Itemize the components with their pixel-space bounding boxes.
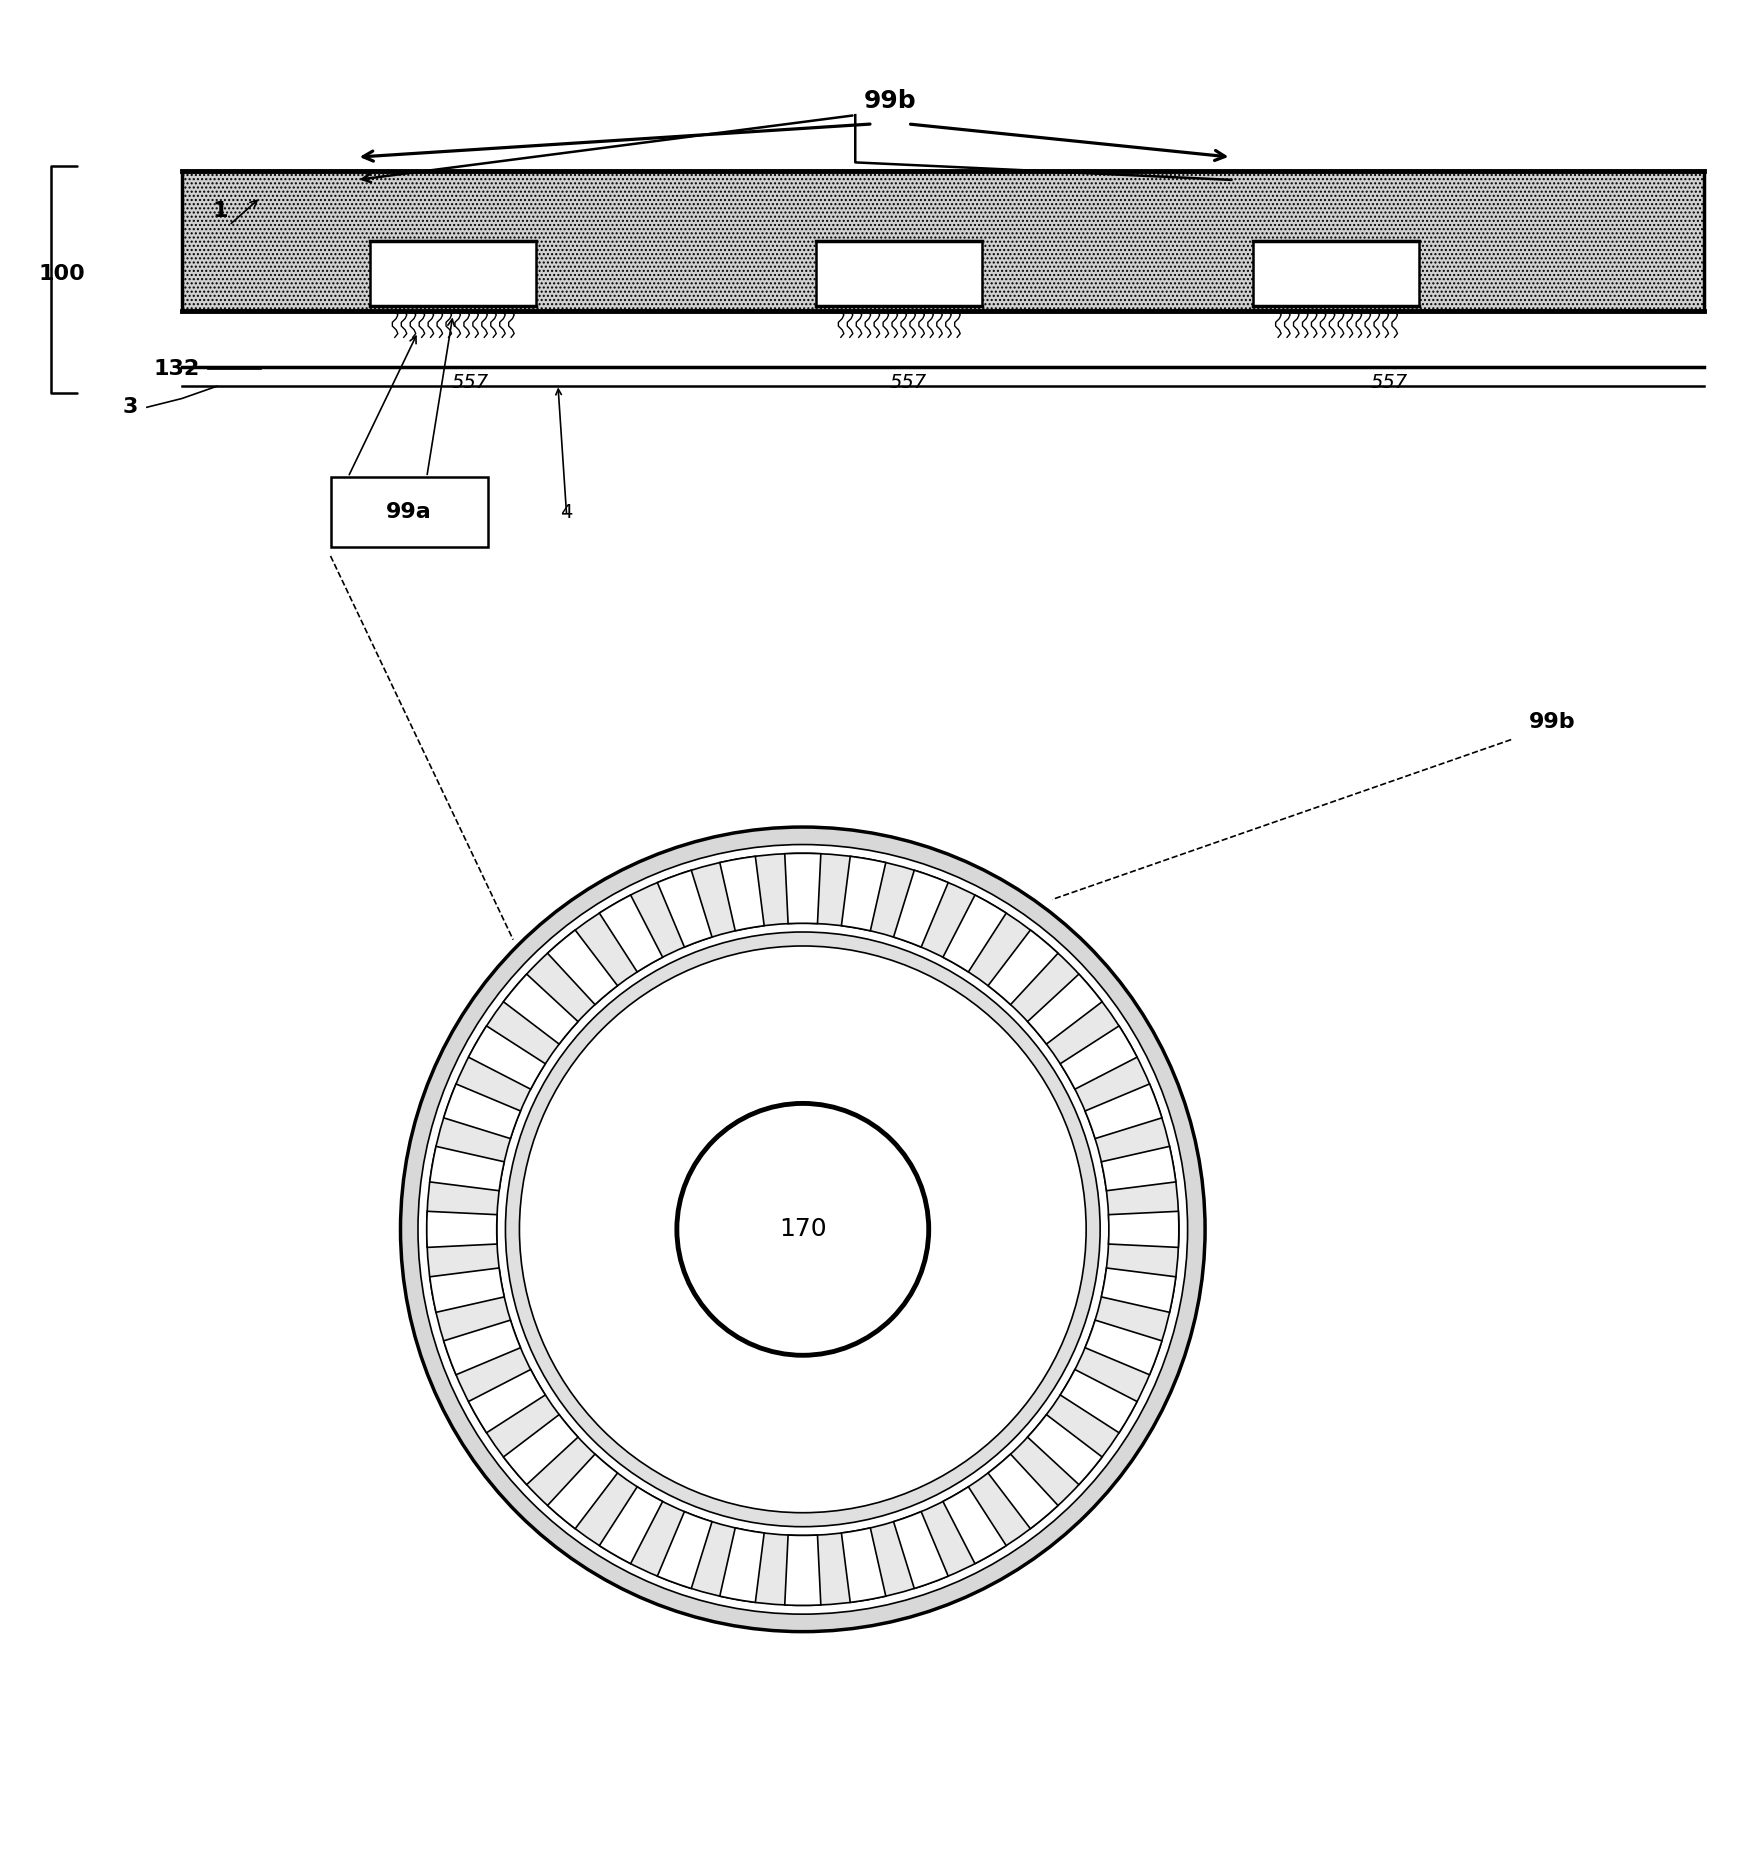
Polygon shape [785, 854, 822, 923]
Polygon shape [599, 1487, 663, 1564]
Polygon shape [719, 856, 763, 930]
Polygon shape [719, 1528, 763, 1603]
Text: 557: 557 [889, 373, 926, 391]
Polygon shape [943, 895, 1007, 971]
Text: 132: 132 [153, 358, 199, 378]
Circle shape [506, 932, 1100, 1527]
Circle shape [677, 1103, 929, 1355]
Text: 170: 170 [779, 1217, 827, 1241]
Polygon shape [548, 1454, 617, 1528]
Polygon shape [1060, 1025, 1137, 1089]
Circle shape [418, 844, 1188, 1614]
Circle shape [400, 828, 1206, 1631]
Polygon shape [987, 1454, 1058, 1528]
Polygon shape [469, 1370, 545, 1433]
Polygon shape [430, 1268, 504, 1312]
Text: 100: 100 [39, 265, 86, 285]
Text: 99b: 99b [1529, 712, 1576, 733]
Polygon shape [1060, 1370, 1137, 1433]
Circle shape [497, 923, 1109, 1536]
Polygon shape [599, 895, 663, 971]
Polygon shape [1084, 1085, 1162, 1139]
Bar [816, 240, 982, 306]
Polygon shape [427, 1212, 497, 1247]
Polygon shape [841, 856, 885, 930]
Polygon shape [548, 930, 617, 1005]
Polygon shape [444, 1320, 520, 1376]
Text: 99b: 99b [864, 89, 917, 114]
Polygon shape [444, 1085, 520, 1139]
Bar [182, 171, 1703, 311]
Circle shape [427, 854, 1179, 1605]
Text: 4: 4 [561, 503, 573, 522]
Polygon shape [1102, 1268, 1176, 1312]
Polygon shape [987, 930, 1058, 1005]
Circle shape [520, 947, 1086, 1514]
Polygon shape [1028, 975, 1102, 1044]
Polygon shape [430, 1146, 504, 1191]
Polygon shape [504, 1415, 578, 1484]
Polygon shape [841, 1528, 885, 1603]
Polygon shape [894, 870, 948, 947]
Text: 557: 557 [451, 373, 488, 391]
Polygon shape [785, 1536, 822, 1605]
Text: 3: 3 [123, 397, 138, 418]
Polygon shape [943, 1487, 1007, 1564]
Bar [370, 240, 536, 306]
Text: 99a: 99a [386, 501, 432, 522]
Polygon shape [1109, 1212, 1179, 1247]
Bar [1253, 240, 1419, 306]
Polygon shape [1028, 1415, 1102, 1484]
Bar [330, 477, 488, 548]
Polygon shape [469, 1025, 545, 1089]
Text: 1: 1 [213, 201, 227, 222]
Text: 557: 557 [1370, 373, 1407, 391]
Polygon shape [1084, 1320, 1162, 1376]
Polygon shape [1102, 1146, 1176, 1191]
Polygon shape [894, 1512, 948, 1588]
Polygon shape [504, 975, 578, 1044]
Polygon shape [658, 870, 712, 947]
Polygon shape [658, 1512, 712, 1588]
